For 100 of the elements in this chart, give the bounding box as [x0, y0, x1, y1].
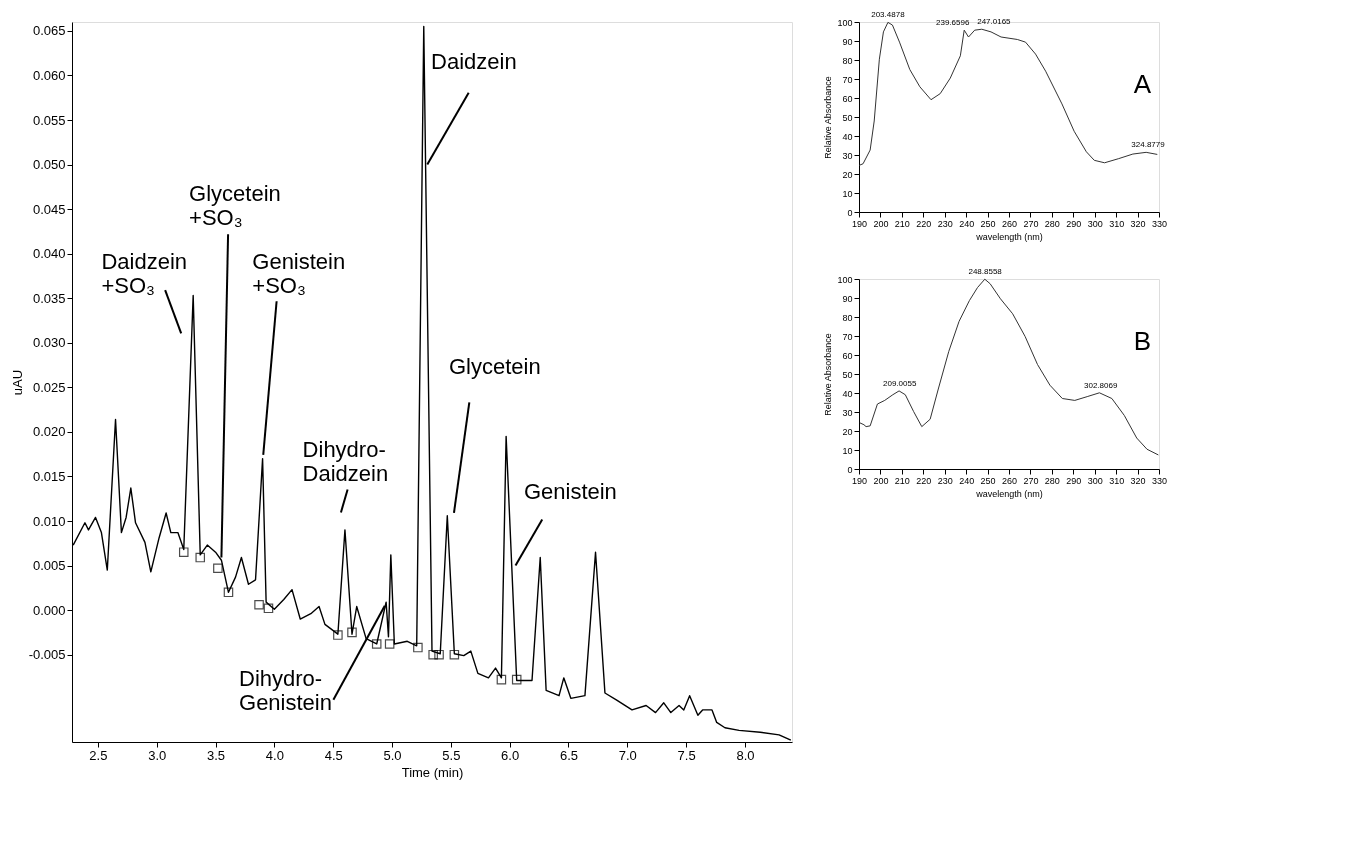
x-tick-label: 280 [1044, 475, 1060, 486]
y-tick-label: 0.015 [32, 468, 66, 484]
x-tick-label: 290 [1066, 475, 1082, 486]
y-tick-label: 10 [842, 445, 853, 456]
y-tick-label: 0.010 [32, 513, 66, 529]
y-tick-label: 0.035 [32, 290, 66, 306]
point [413, 642, 423, 653]
y-tick-label: 60 [842, 93, 853, 104]
x-axis-title: wavelength (nm) [975, 488, 1043, 499]
point [384, 639, 395, 649]
annotation: 209.0055 [883, 378, 917, 388]
x-tick-label: 300 [1087, 475, 1103, 486]
y-tick-label: 90 [842, 36, 853, 47]
x-tick-label: 290 [1066, 218, 1082, 229]
x-tick-label: 4.5 [324, 747, 343, 763]
y-axis-title: Relative Absorbance [823, 333, 834, 416]
point [213, 563, 223, 574]
x-tick-label: 8.0 [736, 747, 755, 763]
x-tick-label: 250 [980, 475, 996, 486]
annotation: 248.8558 [968, 267, 1003, 276]
x-axis-title: Time (min) [401, 764, 464, 780]
x-tick-label: 6.5 [559, 747, 579, 763]
point [428, 649, 438, 660]
y-tick-label: 100 [837, 274, 853, 285]
y-tick-label: 90 [842, 293, 853, 304]
x-tick-label: 320 [1130, 475, 1146, 486]
y-tick-label: 60 [842, 350, 853, 361]
y-tick-label: 80 [842, 55, 853, 66]
y-axis-title: Relative Absorbance [823, 76, 834, 159]
annotation: Daidzein [431, 49, 517, 75]
x-tick-label: 270 [1023, 475, 1039, 486]
y-tick-label: 100 [837, 17, 853, 28]
y-tick-label: 70 [842, 331, 853, 342]
x-tick-label: 2.5 [89, 747, 108, 763]
x-tick-label: 310 [1109, 475, 1125, 486]
annotation: Dihydro- Genistein [239, 666, 332, 716]
y-tick-label: 0 [847, 464, 853, 475]
x-tick-label: 270 [1023, 218, 1039, 229]
x-tick-label: 190 [851, 475, 868, 486]
annotation: 247.0165 [977, 16, 1012, 26]
y-tick-label: 70 [842, 74, 853, 85]
point [223, 587, 234, 598]
y-tick-label: 30 [842, 150, 853, 161]
annotation: B [1133, 326, 1151, 356]
x-axis-title: wavelength (nm) [975, 231, 1043, 242]
point [178, 547, 189, 557]
x-tick-label: 280 [1044, 218, 1060, 229]
annotation: Daidzein +SO₃ [101, 248, 188, 298]
x-tick-label: 250 [980, 218, 996, 229]
x-tick-label: 220 [916, 475, 932, 486]
annotation: Dihydro- Daidzein [302, 436, 389, 486]
x-tick-label: 320 [1130, 218, 1146, 229]
annotation: Genistein [523, 478, 617, 504]
point [254, 599, 264, 610]
y-tick-label: 0.000 [32, 602, 66, 618]
x-tick-label: 210 [894, 475, 910, 486]
x-tick-label: 220 [916, 218, 932, 229]
x-tick-label: 260 [1001, 218, 1018, 229]
y-tick-label: 0.040 [32, 246, 66, 262]
y-tick-label: 80 [842, 312, 853, 323]
point [333, 630, 343, 640]
y-tick-label: 20 [842, 426, 853, 437]
y-tick-label: 0.030 [32, 335, 66, 351]
y-tick-label: 0.020 [32, 424, 66, 440]
annotation: A [1133, 69, 1152, 99]
annotation: 324.8779 [1131, 140, 1166, 150]
y-tick-label: 0 [847, 207, 853, 218]
x-tick-label: 330 [1151, 218, 1168, 229]
x-tick-label: 300 [1087, 218, 1103, 229]
y-tick-label: 30 [842, 407, 853, 418]
y-tick-label: -0.005 [28, 647, 66, 663]
x-tick-label: 4.0 [265, 747, 284, 763]
y-tick-label: 0.065 [32, 23, 66, 39]
x-tick-label: 7.0 [618, 747, 637, 763]
y-tick-label: 0.025 [32, 379, 66, 395]
y-tick-label: 50 [842, 112, 853, 123]
line-series [859, 278, 1159, 456]
x-tick-label: 200 [873, 475, 889, 486]
annotation: Glycetein +SO₃ [189, 180, 281, 230]
x-tick-label: 5.0 [383, 747, 402, 763]
y-tick-label: 20 [842, 169, 853, 180]
point [263, 603, 274, 614]
point [511, 674, 522, 685]
point [434, 649, 444, 660]
x-tick-label: 230 [937, 475, 953, 486]
y-tick-label: 0.050 [32, 157, 66, 173]
x-tick-label: 240 [959, 218, 975, 229]
x-tick-label: 210 [894, 218, 910, 229]
point [449, 649, 460, 660]
point [347, 627, 357, 638]
x-tick-label: 260 [1001, 475, 1018, 486]
x-tick-label: 5.5 [442, 747, 461, 763]
x-tick-label: 330 [1151, 475, 1168, 486]
x-tick-label: 7.5 [677, 747, 696, 763]
y-tick-label: 0.005 [32, 558, 66, 574]
annotation: 302.8069 [1084, 380, 1118, 390]
y-tick-label: 40 [842, 131, 853, 142]
x-tick-label: 230 [937, 218, 953, 229]
point [371, 639, 382, 649]
x-tick-label: 3.0 [148, 747, 167, 763]
